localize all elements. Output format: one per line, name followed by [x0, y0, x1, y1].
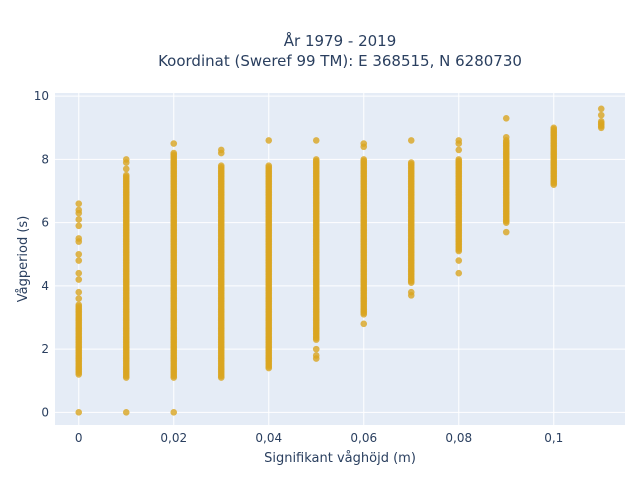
data-point: [312, 345, 320, 353]
data-point: [265, 137, 273, 144]
data-point: [312, 156, 320, 163]
data-point: [75, 235, 83, 242]
data-point: [75, 301, 83, 309]
data-point: [455, 146, 463, 154]
chart-title-line-2: Koordinat (Sweref 99 TM): E 368515, N 62…: [158, 52, 522, 70]
x-axis-title: Signifikant våghöjd (m): [264, 451, 416, 466]
data-point: [170, 140, 178, 147]
data-point: [75, 200, 83, 207]
x-tick-labels: 0 0,02 0,04 0,06 0,08 0,1: [75, 431, 563, 445]
data-point: [170, 149, 178, 157]
data-point: [407, 288, 415, 296]
data-point: [407, 159, 415, 166]
data-point: [407, 137, 415, 144]
y-axis-title: Vågperiod (s): [16, 216, 31, 303]
x-tick-label: 0,02: [160, 431, 187, 445]
data-point: [217, 162, 225, 170]
x-tick-label: 0,04: [255, 431, 282, 445]
data-point: [312, 352, 320, 359]
x-tick-label: 0,1: [544, 431, 563, 445]
data-point: [75, 288, 83, 296]
data-point: [597, 111, 605, 119]
data-point: [75, 257, 83, 264]
y-tick-labels: 0 2 4 6 8 10: [34, 89, 49, 419]
plot-area: [55, 93, 625, 425]
data-point: [597, 118, 605, 125]
data-point: [455, 257, 463, 264]
data-point: [75, 409, 83, 416]
data-point: [360, 320, 368, 328]
data-point: [75, 250, 83, 258]
data-point: [360, 156, 368, 163]
y-tick-label: 2: [41, 342, 49, 356]
data-point: [502, 114, 510, 122]
data-point: [122, 409, 130, 416]
y-tick-label: 6: [41, 216, 49, 230]
y-tick-label: 0: [41, 405, 49, 419]
data-point: [597, 105, 605, 113]
data-point: [217, 146, 225, 154]
data-point: [122, 165, 130, 173]
data-point: [170, 409, 178, 416]
data-point: [75, 295, 83, 302]
data-point: [455, 156, 463, 163]
data-point: [122, 156, 130, 163]
data-point: [360, 140, 368, 147]
data-point: [75, 216, 83, 223]
x-tick-label: 0,08: [445, 431, 472, 445]
data-point: [265, 162, 273, 170]
marks-layer: [75, 105, 605, 416]
data-point: [312, 137, 320, 144]
data-point: [455, 137, 463, 144]
y-tick-label: 10: [34, 89, 49, 103]
x-tick-label: 0: [75, 431, 83, 445]
y-tick-label: 4: [41, 279, 49, 293]
data-point: [75, 269, 83, 277]
data-point: [75, 206, 83, 214]
data-point: [75, 222, 83, 230]
chart-title-line-1: År 1979 - 2019: [284, 31, 397, 50]
data-point: [550, 124, 558, 132]
data-point: [502, 228, 510, 236]
x-tick-label: 0,06: [350, 431, 377, 445]
y-tick-label: 8: [41, 152, 49, 166]
data-point: [122, 171, 130, 179]
data-point: [455, 269, 463, 277]
data-point: [75, 276, 83, 283]
data-point: [502, 133, 510, 141]
